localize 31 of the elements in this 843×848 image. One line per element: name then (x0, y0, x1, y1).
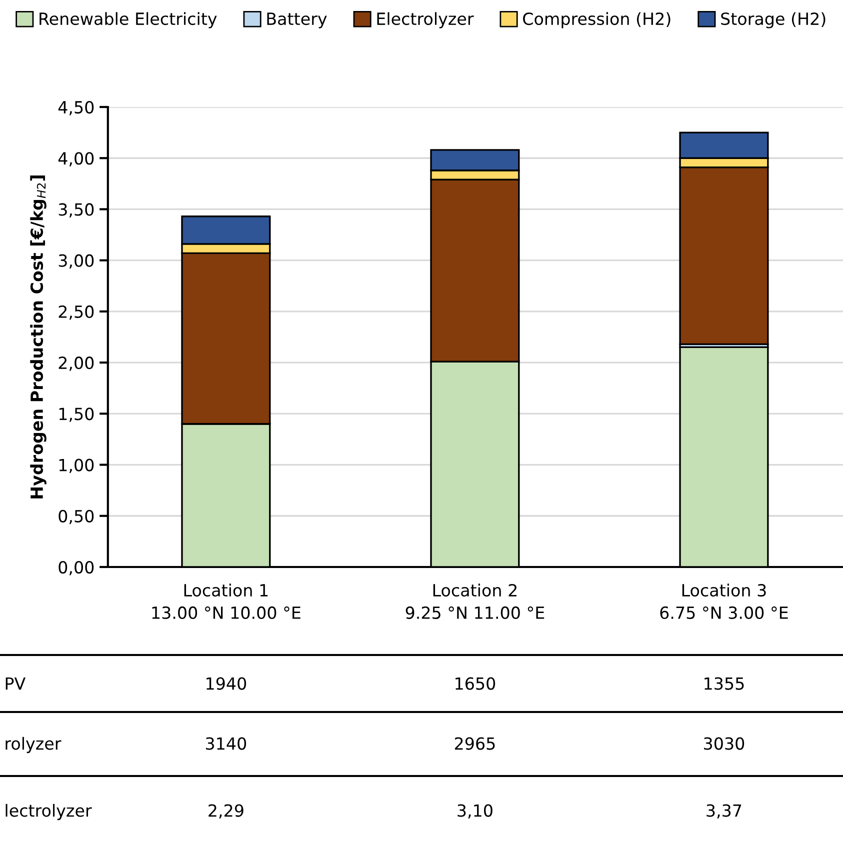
x-tick-label: Location 1 13.00 °N 10.00 °E (152, 584, 300, 620)
x-tick-label: Location 2 9.25 °N 11.00 °E (406, 584, 544, 620)
y-tick-label: 1,50 (59, 408, 94, 422)
y-tick-label: 2,00 (58, 356, 94, 371)
text: 2,29 (208, 804, 244, 819)
y-tick-label: 3,50 (58, 203, 94, 218)
x-tick-label: Location 3 6.75 °N 3.00 °E (660, 584, 788, 620)
y-tick-label: 3,00 (58, 254, 94, 269)
text: 3,10 (458, 804, 492, 819)
text: 1940 (206, 677, 246, 690)
legend-label: Compression (H2) (523, 12, 670, 28)
text: lectrolyzer (6, 804, 92, 820)
y-tick-label: 2,50 (58, 305, 94, 320)
text: 3030 (704, 737, 744, 750)
text: 3,37 (706, 804, 742, 819)
text: 3140 (206, 737, 246, 750)
legend-label: Storage (H2) (721, 12, 826, 28)
text: PV (6, 677, 26, 690)
legend-label: Electrolyzer (377, 12, 474, 28)
legend-label: Renewable Electricity (40, 12, 217, 28)
y-tick-label: 1,00 (59, 458, 94, 474)
y-tick-label: 4,50 (58, 100, 94, 116)
legend-label: Battery (267, 12, 327, 28)
y-tick-label: 4,00 (58, 152, 94, 166)
text: 2965 (454, 737, 495, 750)
y-tick-label: 0,50 (58, 510, 94, 524)
text: 1650 (456, 677, 496, 690)
text: rolyzer (6, 736, 62, 754)
text: 1355 (704, 677, 744, 690)
y-axis-title: Hydrogen Production Cost [€/kg$_{H2}$] (30, 176, 46, 498)
y-tick-label: 0,00 (58, 560, 94, 576)
